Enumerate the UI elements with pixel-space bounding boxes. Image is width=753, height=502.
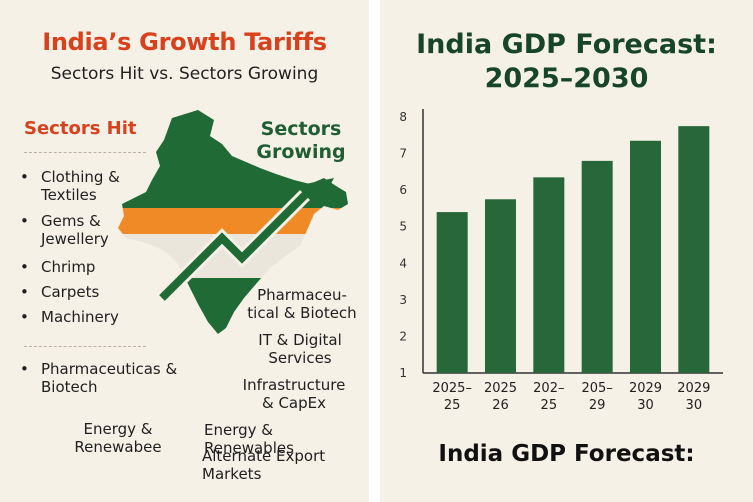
- growing-item: Energy & Renewables: [204, 421, 294, 457]
- growth-arrow-line: [159, 191, 309, 301]
- y-tick-label: 2: [399, 329, 407, 343]
- growing-item: Infrastructure & CapEx: [242, 376, 346, 412]
- chart-bar: [678, 126, 710, 373]
- x-tick-label: 205–: [582, 381, 613, 396]
- bullet-icon: •: [20, 308, 29, 326]
- x-tick-label: 25: [444, 398, 461, 413]
- chart-bar: [533, 177, 565, 373]
- bullet-icon: •: [20, 258, 29, 276]
- gdp-bar-chart: 1 2 3 4 5 6 7 8 2025– 25 2025 26 202– 25 205– 29 2029 30 2…: [399, 109, 723, 413]
- sectors-growing-heading: Sectors Growing: [256, 118, 346, 163]
- list-item-label: Chrimp: [41, 258, 96, 276]
- divider: [24, 152, 146, 153]
- bullet-icon: •: [20, 283, 29, 301]
- bullet-icon: •: [20, 360, 29, 378]
- x-tick-label: 30: [686, 398, 703, 413]
- x-tick-label: 29: [589, 398, 606, 413]
- y-tick-label: 6: [399, 183, 407, 197]
- bullet-icon: •: [20, 212, 29, 230]
- y-tick-label: 5: [399, 220, 407, 234]
- growing-item: Alternate Export Markets: [202, 447, 326, 483]
- bullet-icon: •: [20, 168, 29, 186]
- chart-bar: [436, 212, 468, 373]
- y-tick-label: 8: [399, 110, 407, 124]
- list-item-label: Clothing & Textiles: [41, 168, 120, 204]
- chart-bar: [581, 160, 613, 373]
- growing-item: IT & Digital Services: [258, 331, 342, 367]
- list-item-label: Machinery: [41, 308, 119, 326]
- map-saffron-band: [118, 208, 348, 234]
- left-subtitle: Sectors Hit vs. Sectors Growing: [50, 64, 319, 84]
- list-item-label: Pharmaceuticas & Biotech: [41, 360, 178, 396]
- x-tick-label: 25: [541, 398, 558, 413]
- x-tick-label: 2029: [629, 381, 662, 396]
- sectors-hit-heading: Sectors Hit: [24, 118, 137, 139]
- left-title: India’s Growth Tariffs: [42, 28, 327, 56]
- x-tick-label: 2029: [677, 381, 710, 396]
- x-tick-label: 2025: [484, 381, 517, 396]
- divider: [24, 346, 146, 347]
- chart-title: India GDP Forecast: 2025–2030: [416, 29, 717, 94]
- list-item-label: Gems & Jewellery: [41, 212, 109, 248]
- y-tick-label: 1: [399, 366, 407, 380]
- x-tick-label: 202–: [533, 381, 564, 396]
- y-tick-label: 3: [399, 293, 407, 307]
- x-tick-label: 30: [637, 398, 654, 413]
- india-map-icon: [118, 110, 348, 334]
- y-tick-label: 4: [399, 256, 407, 270]
- y-tick-label: 7: [399, 147, 407, 161]
- chart-footer: India GDP Forecast:: [438, 441, 695, 467]
- x-tick-label: 2025–: [432, 381, 472, 396]
- list-item-label: Carpets: [41, 283, 100, 301]
- x-tick-label: 26: [492, 398, 509, 413]
- growth-arrow-head: [296, 178, 334, 208]
- chart-bar: [630, 140, 661, 373]
- growing-item: Pharmaceu-tical & Biotech: [247, 286, 357, 322]
- bottom-left-sector: Energy & Renewabee: [74, 420, 162, 456]
- chart-bar: [485, 199, 516, 373]
